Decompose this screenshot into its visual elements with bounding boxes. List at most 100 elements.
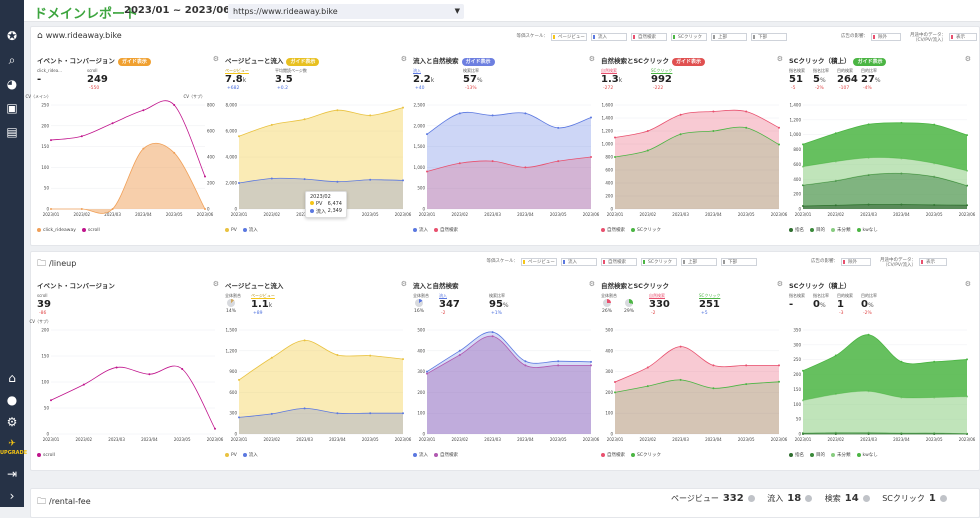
- legend-item[interactable]: 目的: [810, 452, 825, 458]
- y-tick-label: 300: [417, 369, 425, 374]
- legend-item[interactable]: 自然検索: [601, 227, 625, 233]
- scale-toggle[interactable]: ページビュー: [521, 258, 557, 266]
- y-tick-label: 100: [793, 402, 801, 407]
- y-tick-label: 0: [610, 207, 613, 212]
- scale-toggle[interactable]: SCクリック: [671, 33, 707, 41]
- data-point: [303, 118, 306, 121]
- search-report-icon[interactable]: ⌕: [8, 53, 16, 67]
- data-point: [426, 370, 428, 373]
- pie-chart-icon[interactable]: ◕: [6, 77, 18, 91]
- guide-badge[interactable]: ガイド表示: [117, 58, 151, 66]
- y-tick-label: 400: [605, 348, 613, 353]
- user-icon[interactable]: ●: [6, 393, 18, 407]
- y-tick-label: 200: [793, 192, 801, 197]
- chart-card: 自然検索とSCクリック ⚙ 全体割合 26% 29% 自然検索 330 -2 SCクリック 251…: [601, 280, 788, 458]
- legend-dot: [242, 452, 247, 457]
- upgrade-icon[interactable]: ✈ UPGRADE: [0, 439, 28, 457]
- monitor-chart-icon[interactable]: ▣: [6, 101, 18, 115]
- logout-icon[interactable]: ⇥: [6, 467, 18, 481]
- legend-dot: [601, 227, 605, 232]
- data-point: [745, 383, 748, 386]
- legend-item[interactable]: PV: [225, 452, 237, 458]
- data-point: [557, 160, 560, 163]
- legend-item[interactable]: SCクリック: [631, 227, 661, 233]
- gear-icon[interactable]: ⚙: [588, 280, 595, 288]
- home-icon[interactable]: ⌂: [8, 371, 16, 385]
- legend-item[interactable]: scroll: [37, 452, 55, 458]
- panel-path[interactable]: 🗀/rental-fee: [37, 494, 91, 510]
- legend-item[interactable]: 流入: [413, 227, 428, 233]
- legend-item[interactable]: kwなし: [856, 227, 878, 233]
- legend-item[interactable]: 未分類: [831, 452, 851, 458]
- legend-item[interactable]: 自然検索: [434, 227, 458, 233]
- y-tick-label: 500: [605, 328, 613, 333]
- period-toggle[interactable]: 表示: [949, 33, 977, 41]
- gear-icon[interactable]: ⚙: [400, 280, 407, 288]
- star-icon[interactable]: ✪: [6, 29, 18, 43]
- guide-badge[interactable]: ガイド表示: [461, 58, 495, 66]
- data-point: [238, 182, 240, 184]
- metric-delta: -13%: [465, 86, 477, 91]
- gear-icon[interactable]: ⚙: [964, 280, 971, 288]
- legend-item[interactable]: 指名: [789, 227, 804, 233]
- expand-icon[interactable]: ›: [9, 489, 15, 503]
- guide-badge[interactable]: ガイド表示: [853, 58, 887, 66]
- y-tick-label: 0: [46, 207, 49, 212]
- metric-label: 指名検索: [789, 68, 805, 73]
- panel-path[interactable]: ⌂ www.rideaway.bike: [37, 31, 122, 41]
- scale-toggle[interactable]: 下部: [721, 258, 757, 266]
- date-range[interactable]: 2023/01 ~ 2023/06: [124, 5, 231, 16]
- scale-toggle[interactable]: SCクリック: [641, 258, 677, 266]
- legend-item[interactable]: 自然検索: [434, 452, 458, 458]
- y-tick-label: 600: [605, 168, 613, 173]
- y2-tick-label: 0: [207, 207, 210, 212]
- legend-item[interactable]: click_rideaway: [37, 227, 76, 233]
- data-point: [204, 208, 206, 210]
- metric-value: 39: [37, 299, 51, 310]
- document-icon[interactable]: ▤: [6, 125, 18, 139]
- legend-item[interactable]: kwなし: [856, 452, 878, 458]
- gear-icon[interactable]: ⚙: [776, 55, 783, 63]
- gear-icon[interactable]: ⚙: [588, 55, 595, 63]
- panel-path[interactable]: 🗀/lineup: [37, 256, 76, 272]
- legend-dot: [831, 452, 835, 457]
- legend-item[interactable]: 自然検索: [601, 452, 625, 458]
- status-dot: [939, 495, 947, 502]
- stat-value: 332: [722, 493, 744, 504]
- gear-icon[interactable]: ⚙: [776, 280, 783, 288]
- guide-badge[interactable]: ガイド表示: [286, 58, 320, 66]
- gear-icon[interactable]: ⚙: [212, 55, 219, 63]
- x-tick-label: 2023/03: [108, 437, 125, 442]
- scale-toggle[interactable]: 上部: [681, 258, 717, 266]
- legend-item[interactable]: SCクリック: [631, 452, 661, 458]
- scale-toggle[interactable]: 自然検索: [601, 258, 637, 266]
- gear-icon[interactable]: ⚙: [964, 55, 971, 63]
- gear-icon[interactable]: ⚙: [400, 55, 407, 63]
- gear-icon[interactable]: ⚙: [212, 280, 219, 288]
- scale-toggle[interactable]: 流入: [591, 33, 627, 41]
- ad-toggle[interactable]: 除外: [841, 258, 871, 266]
- legend-item[interactable]: PV: [225, 227, 237, 233]
- scale-toggle[interactable]: 下部: [751, 33, 787, 41]
- legend-item[interactable]: 指名: [789, 452, 804, 458]
- legend-item[interactable]: 未分類: [831, 227, 851, 233]
- settings-icon[interactable]: ⚙: [6, 415, 18, 429]
- series-line: [614, 346, 780, 383]
- guide-badge[interactable]: ガイド表示: [671, 58, 705, 66]
- metric-value: 251: [699, 299, 720, 310]
- legend-item[interactable]: 流入: [242, 227, 258, 233]
- data-point: [745, 364, 748, 367]
- data-point: [336, 412, 339, 415]
- scale-toggle[interactable]: ページビュー: [551, 33, 587, 41]
- scale-toggle[interactable]: 流入: [561, 258, 597, 266]
- ad-toggle[interactable]: 除外: [871, 33, 901, 41]
- legend-item[interactable]: 流入: [242, 452, 258, 458]
- legend-item[interactable]: scroll: [81, 227, 100, 233]
- period-toggle[interactable]: 表示: [919, 258, 947, 266]
- legend-item[interactable]: 流入: [413, 452, 428, 458]
- url-select[interactable]: https://www.rideaway.bike ▼: [228, 4, 464, 19]
- legend-item[interactable]: 目的: [810, 227, 825, 233]
- y-tick-label: 0: [610, 432, 613, 437]
- scale-toggle[interactable]: 上部: [711, 33, 747, 41]
- scale-toggle[interactable]: 自然検索: [631, 33, 667, 41]
